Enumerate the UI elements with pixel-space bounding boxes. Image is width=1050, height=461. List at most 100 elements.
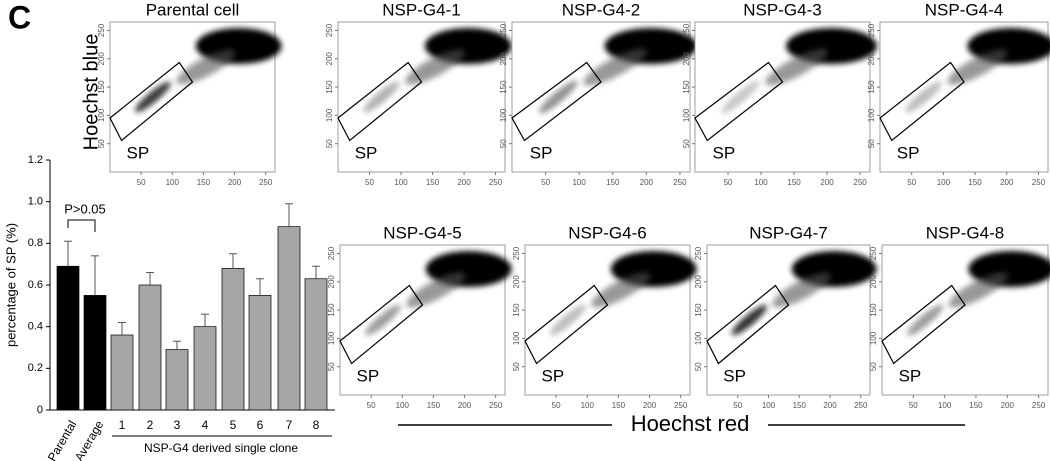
x-tick-label: 50 bbox=[909, 401, 918, 410]
panel-title: NSP-G4-8 bbox=[926, 223, 1004, 242]
side-population bbox=[549, 304, 586, 336]
y-tick-label: 250 bbox=[327, 246, 336, 260]
x-tick-label: 100 bbox=[394, 178, 408, 187]
annotation: P>0.05 bbox=[64, 201, 106, 216]
sp-gate bbox=[511, 61, 602, 142]
main-population bbox=[765, 48, 828, 86]
panel-title: NSP-G4-5 bbox=[383, 223, 461, 242]
gate-label: SP bbox=[897, 143, 920, 162]
y-tick-label: 0.6 bbox=[28, 279, 43, 291]
plot-frame bbox=[879, 21, 1049, 173]
y-tick-label: 50 bbox=[327, 362, 336, 371]
y-tick-label: 150 bbox=[97, 80, 106, 94]
y-tick-label: 50 bbox=[682, 139, 691, 148]
side-population bbox=[538, 80, 578, 114]
y-tick-label: 250 bbox=[97, 23, 106, 37]
main-population bbox=[405, 49, 465, 85]
x-tick-label: 250 bbox=[1032, 178, 1046, 187]
x-tick-label: 200 bbox=[640, 178, 654, 187]
y-tick-label: 200 bbox=[512, 275, 521, 289]
x-tick-label: 250 bbox=[489, 401, 503, 410]
y-tick-label: 200 bbox=[327, 275, 336, 289]
x-tick-label: 150 bbox=[969, 401, 983, 410]
x-tick-label: 250 bbox=[673, 178, 687, 187]
x-tick-label: 250 bbox=[1032, 401, 1046, 410]
y-tick-label: 50 bbox=[325, 139, 334, 148]
y-tick-label: 200 bbox=[869, 275, 878, 289]
panel-label: C bbox=[8, 0, 31, 35]
y-tick-label: 100 bbox=[512, 331, 521, 345]
x-tick-label: 200 bbox=[820, 178, 834, 187]
bar bbox=[277, 226, 301, 411]
main-population bbox=[176, 49, 236, 85]
sp-gate bbox=[879, 61, 965, 142]
facs-panel: SP NSP-G4-8 50 100 150 200 250 50 100 150 200 250 bbox=[869, 223, 1050, 410]
gate-label: SP bbox=[127, 143, 150, 162]
sp-gate bbox=[706, 284, 790, 365]
gate-label: SP bbox=[899, 366, 922, 385]
y-tick-label: 0.4 bbox=[28, 321, 43, 333]
x-tick-label: 100 bbox=[166, 178, 180, 187]
x-tick-label: 50 bbox=[733, 401, 742, 410]
y-tick-label: 250 bbox=[499, 23, 508, 37]
main-population bbox=[947, 49, 1008, 85]
gate-label: SP bbox=[542, 366, 565, 385]
x-tick-label: 250 bbox=[854, 401, 868, 410]
side-population bbox=[907, 304, 944, 336]
side-population bbox=[134, 81, 171, 113]
y-tick-label: 250 bbox=[867, 23, 876, 37]
x-tick-label: 200 bbox=[643, 401, 657, 410]
sp-gate bbox=[109, 61, 194, 142]
y-tick-label: 200 bbox=[682, 52, 691, 66]
facs-panel: SP NSP-G4-2 50 100 150 200 250 50 100 150 200 250 bbox=[499, 0, 698, 187]
y-tick-label: 200 bbox=[867, 52, 876, 66]
x-tick-label: 5 bbox=[230, 418, 237, 432]
bar bbox=[110, 334, 134, 411]
x-tick-label: 100 bbox=[581, 401, 595, 410]
gate-label: SP bbox=[713, 143, 736, 162]
y-tick-label: 0.2 bbox=[28, 362, 43, 374]
gate-label: SP bbox=[355, 143, 378, 162]
sp-gate bbox=[694, 61, 784, 142]
panel-title: NSP-G4-7 bbox=[749, 223, 827, 242]
y-tick-label: 0 bbox=[37, 404, 43, 416]
sp-gate bbox=[524, 284, 609, 365]
x-tick-label: 50 bbox=[365, 178, 374, 187]
x-tick-label: 50 bbox=[541, 178, 550, 187]
panel-title: NSP-G4-6 bbox=[568, 223, 646, 242]
x-tick-label: 100 bbox=[396, 401, 410, 410]
x-tick-label: 100 bbox=[572, 178, 586, 187]
bar bbox=[221, 267, 245, 411]
facs-panel: SP NSP-G4-5 50 100 150 200 250 50 100 150 200 250 bbox=[327, 223, 512, 410]
x-tick-label: 200 bbox=[823, 401, 837, 410]
x-tick-label: 150 bbox=[427, 401, 441, 410]
y-tick-label: 250 bbox=[682, 23, 691, 37]
sp-gate bbox=[337, 61, 423, 142]
x-tick-label: 250 bbox=[259, 178, 273, 187]
facs-panel: SP NSP-G4-6 50 100 150 200 250 50 100 150 200 250 bbox=[512, 223, 697, 410]
x-tick-label: 3 bbox=[174, 418, 181, 432]
y-tick-label: 150 bbox=[867, 80, 876, 94]
x-tick-label: 200 bbox=[228, 178, 242, 187]
bar bbox=[248, 295, 272, 411]
y-tick-label: 250 bbox=[325, 23, 334, 37]
y-tick-label: 200 bbox=[694, 275, 703, 289]
y-tick-label: 1.0 bbox=[28, 196, 43, 208]
main-population bbox=[583, 48, 647, 86]
x-tick-label: 150 bbox=[606, 178, 620, 187]
y-tick-label: 100 bbox=[867, 108, 876, 122]
y-tick-label: 150 bbox=[682, 80, 691, 94]
y-tick-label: 150 bbox=[499, 80, 508, 94]
y-tick-label: 100 bbox=[327, 331, 336, 345]
y-tick-label: 150 bbox=[327, 303, 336, 317]
y-tick-label: 100 bbox=[694, 331, 703, 345]
x-tick-label: 1 bbox=[119, 418, 126, 432]
x-tick-label: 100 bbox=[938, 401, 952, 410]
y-tick-label: 100 bbox=[97, 108, 106, 122]
panel-title: NSP-G4-2 bbox=[562, 0, 640, 19]
y-tick-label: 150 bbox=[325, 80, 334, 94]
side-population bbox=[364, 304, 401, 336]
panel-title: NSP-G4-3 bbox=[743, 0, 821, 19]
side-population bbox=[905, 81, 943, 113]
